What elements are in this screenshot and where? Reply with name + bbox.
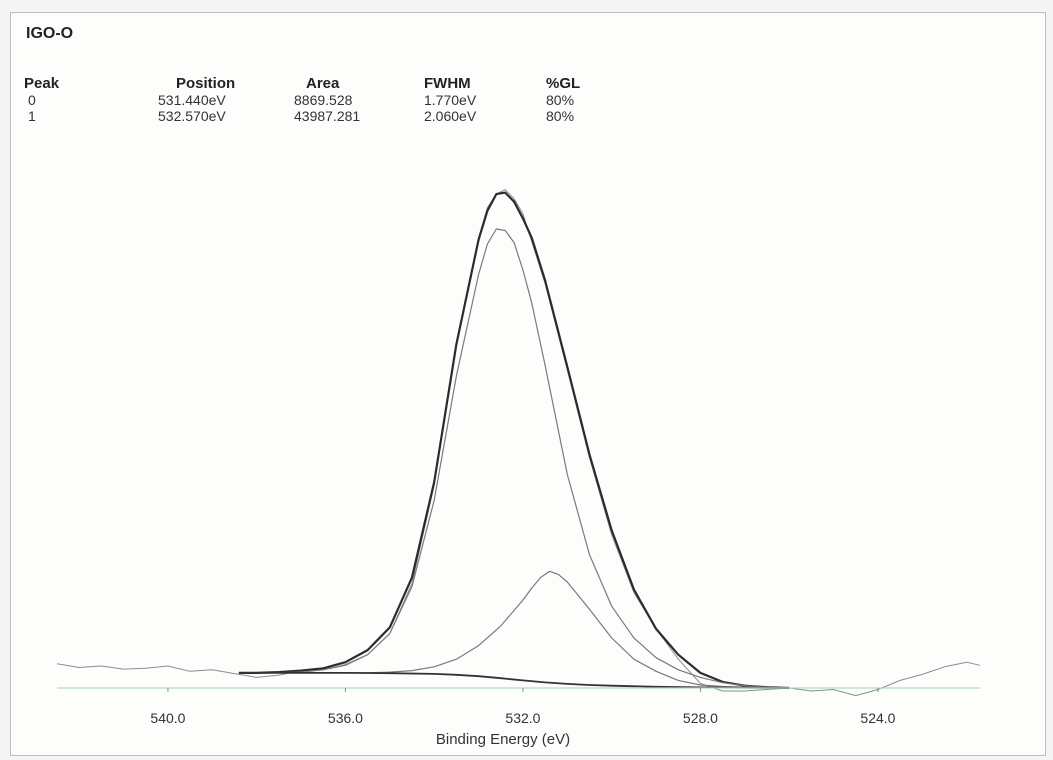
x-tick-label: 528.0 [683, 710, 718, 726]
background-curve [238, 672, 790, 689]
area-cell: 8869.528 [294, 92, 353, 108]
header-fwhm: FWHM [424, 75, 471, 92]
position-cell: 532.570eV [158, 108, 226, 124]
peak-table-header: Peak Position Area FWHM %GL [24, 76, 606, 92]
x-axis-label: Binding Energy (eV) [436, 731, 570, 748]
component-1-curve [238, 228, 790, 689]
table-row: 0 531.440eV 8869.528 1.770eV 80% [24, 92, 606, 108]
peak-id-cell: 0 [28, 92, 36, 108]
x-tick-label: 532.0 [505, 710, 540, 726]
x-tick-label: 524.0 [860, 710, 895, 726]
gl-cell: 80% [546, 92, 575, 108]
gl-cell: 80% [546, 108, 575, 124]
area-cell: 43987.281 [294, 108, 361, 124]
raw-curve [56, 189, 981, 697]
peak-id-cell: 1 [28, 108, 36, 124]
envelope-curve [238, 191, 790, 690]
header-peak: Peak [24, 75, 60, 92]
x-axis: 540.0 536.0 532.0 528.0 524.0 [57, 687, 980, 726]
x-tick-label: 536.0 [328, 710, 363, 726]
component-0-curve [238, 570, 790, 689]
peak-table: Peak Position Area FWHM %GL 0 531.440eV … [24, 76, 606, 125]
fwhm-cell: 1.770eV [424, 92, 477, 108]
table-row: 1 532.570eV 43987.281 2.060eV 80% [24, 108, 606, 124]
fwhm-cell: 2.060eV [424, 108, 477, 124]
chart-title: IGO-O [26, 25, 74, 42]
header-area: Area [306, 75, 340, 92]
position-cell: 531.440eV [158, 92, 226, 108]
curve-layer [56, 189, 981, 697]
x-tick-label: 540.0 [150, 710, 185, 726]
header-position: Position [176, 75, 236, 92]
plot-frame [10, 12, 1046, 756]
header-gl: %GL [546, 75, 581, 92]
